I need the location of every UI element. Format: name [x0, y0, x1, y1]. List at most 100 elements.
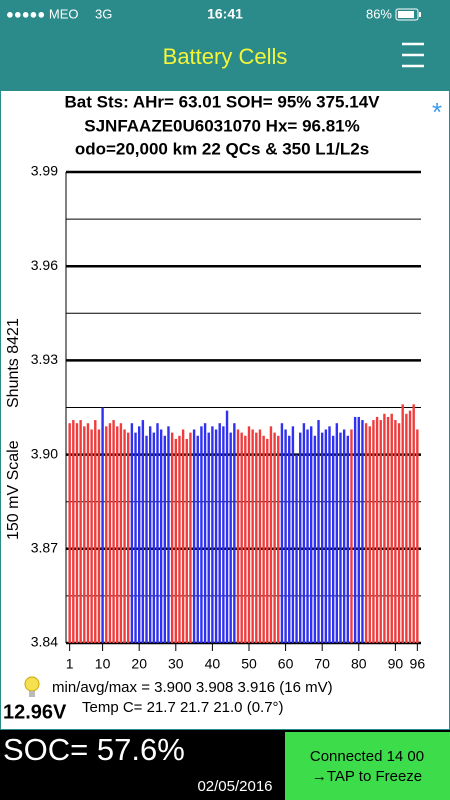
bar: [244, 435, 247, 643]
bar: [167, 426, 170, 643]
bar: [299, 432, 302, 643]
panel: [0, 89, 450, 731]
bar: [302, 423, 306, 643]
bar: [148, 426, 152, 643]
bar: [97, 429, 101, 643]
bar: [342, 429, 346, 643]
battery-percent: 86%: [366, 6, 392, 21]
soc: SOC= 57.6%: [3, 732, 185, 767]
bar: [79, 420, 82, 643]
bar: [317, 420, 320, 643]
x-tick-label: 1: [66, 656, 74, 672]
bar: [134, 432, 137, 643]
bar: [277, 435, 280, 643]
bar: [324, 429, 328, 643]
bar: [196, 435, 199, 643]
bar: [222, 426, 225, 643]
min-avg-max: min/avg/max = 3.900 3.908 3.916 (16 mV): [52, 679, 333, 696]
network: 3G: [95, 6, 112, 21]
bar: [105, 426, 108, 643]
bar: [159, 429, 163, 643]
bar: [372, 420, 375, 643]
asterisk[interactable]: *: [432, 97, 442, 127]
x-tick-label: 70: [314, 656, 330, 672]
bar: [328, 426, 331, 643]
bar: [211, 426, 214, 643]
top-bar: [0, 0, 450, 90]
bar: [108, 423, 112, 643]
bar: [335, 423, 339, 643]
temperature: Temp C= 21.7 21.7 21.0 (0.7°): [82, 699, 284, 716]
bar: [269, 426, 273, 643]
bar: [401, 404, 404, 643]
bar: [255, 432, 258, 643]
bar: [200, 426, 203, 643]
bar: [240, 432, 243, 643]
y-tick-label: 3.99: [31, 163, 58, 179]
info-line: odo=20,000 km 22 QCs & 350 L1/L2s: [75, 139, 369, 158]
bar: [141, 420, 145, 643]
bar: [233, 423, 236, 643]
bar: [331, 435, 335, 643]
x-tick-label: 96: [410, 656, 426, 672]
bar: [379, 420, 382, 643]
bar: [174, 438, 177, 643]
bar: [236, 429, 240, 643]
bar: [258, 429, 262, 643]
bar: [116, 426, 119, 643]
bar: [94, 420, 97, 643]
bar: [357, 416, 360, 643]
bar: [313, 435, 317, 643]
carrier: ●●●●● MEO: [6, 6, 78, 21]
bar: [112, 420, 115, 643]
bar: [416, 429, 419, 643]
bar: [375, 416, 379, 643]
x-tick-label: 20: [131, 656, 147, 672]
y-tick-label: 3.84: [31, 634, 58, 650]
battery-icon: [395, 8, 421, 21]
bar: [119, 423, 123, 643]
bar: [247, 426, 251, 643]
y-tick-label: 3.87: [31, 540, 58, 556]
y-tick-label: 3.93: [31, 351, 58, 367]
bar: [361, 420, 364, 643]
bar: [192, 429, 196, 643]
freeze-button[interactable]: Connected 14 00 →TAP to Freeze: [285, 732, 450, 800]
bar: [181, 429, 185, 643]
bar: [214, 429, 218, 643]
bar: [123, 429, 126, 643]
shunts: Shunts 8421: [5, 318, 22, 408]
button-text[interactable]: →TAP to Freeze: [312, 768, 422, 785]
bar: [364, 423, 368, 643]
bar: [163, 435, 167, 643]
bar: [75, 423, 79, 643]
bar: [383, 413, 386, 643]
menu-button[interactable]: [402, 42, 424, 68]
date: 02/05/2016: [197, 778, 272, 795]
bar: [339, 432, 342, 643]
bar: [408, 410, 412, 643]
bar: [90, 429, 93, 643]
y-tick-label: 3.90: [31, 445, 58, 461]
bar: [291, 426, 295, 643]
button-text[interactable]: Connected 14 00: [310, 748, 424, 765]
title: Battery Cells: [163, 44, 288, 69]
x-tick-label: 60: [278, 656, 294, 672]
bar: [137, 426, 141, 643]
info-line: Bat Sts: AHr= 63.01 SOH= 95% 375.14V: [65, 92, 381, 111]
bar: [262, 435, 265, 643]
x-tick-label: 10: [95, 656, 111, 672]
bar: [273, 432, 276, 643]
bar: [130, 423, 134, 643]
x-tick-label: 30: [168, 656, 184, 672]
bar: [394, 420, 397, 643]
bar: [83, 426, 86, 643]
bar: [397, 423, 401, 643]
button-bg[interactable]: [285, 732, 450, 800]
bar: [207, 432, 210, 643]
bar: [405, 413, 408, 643]
x-tick-label: 40: [205, 656, 221, 672]
y-label: 150 mV Scale: [5, 440, 22, 540]
bar: [72, 420, 75, 643]
